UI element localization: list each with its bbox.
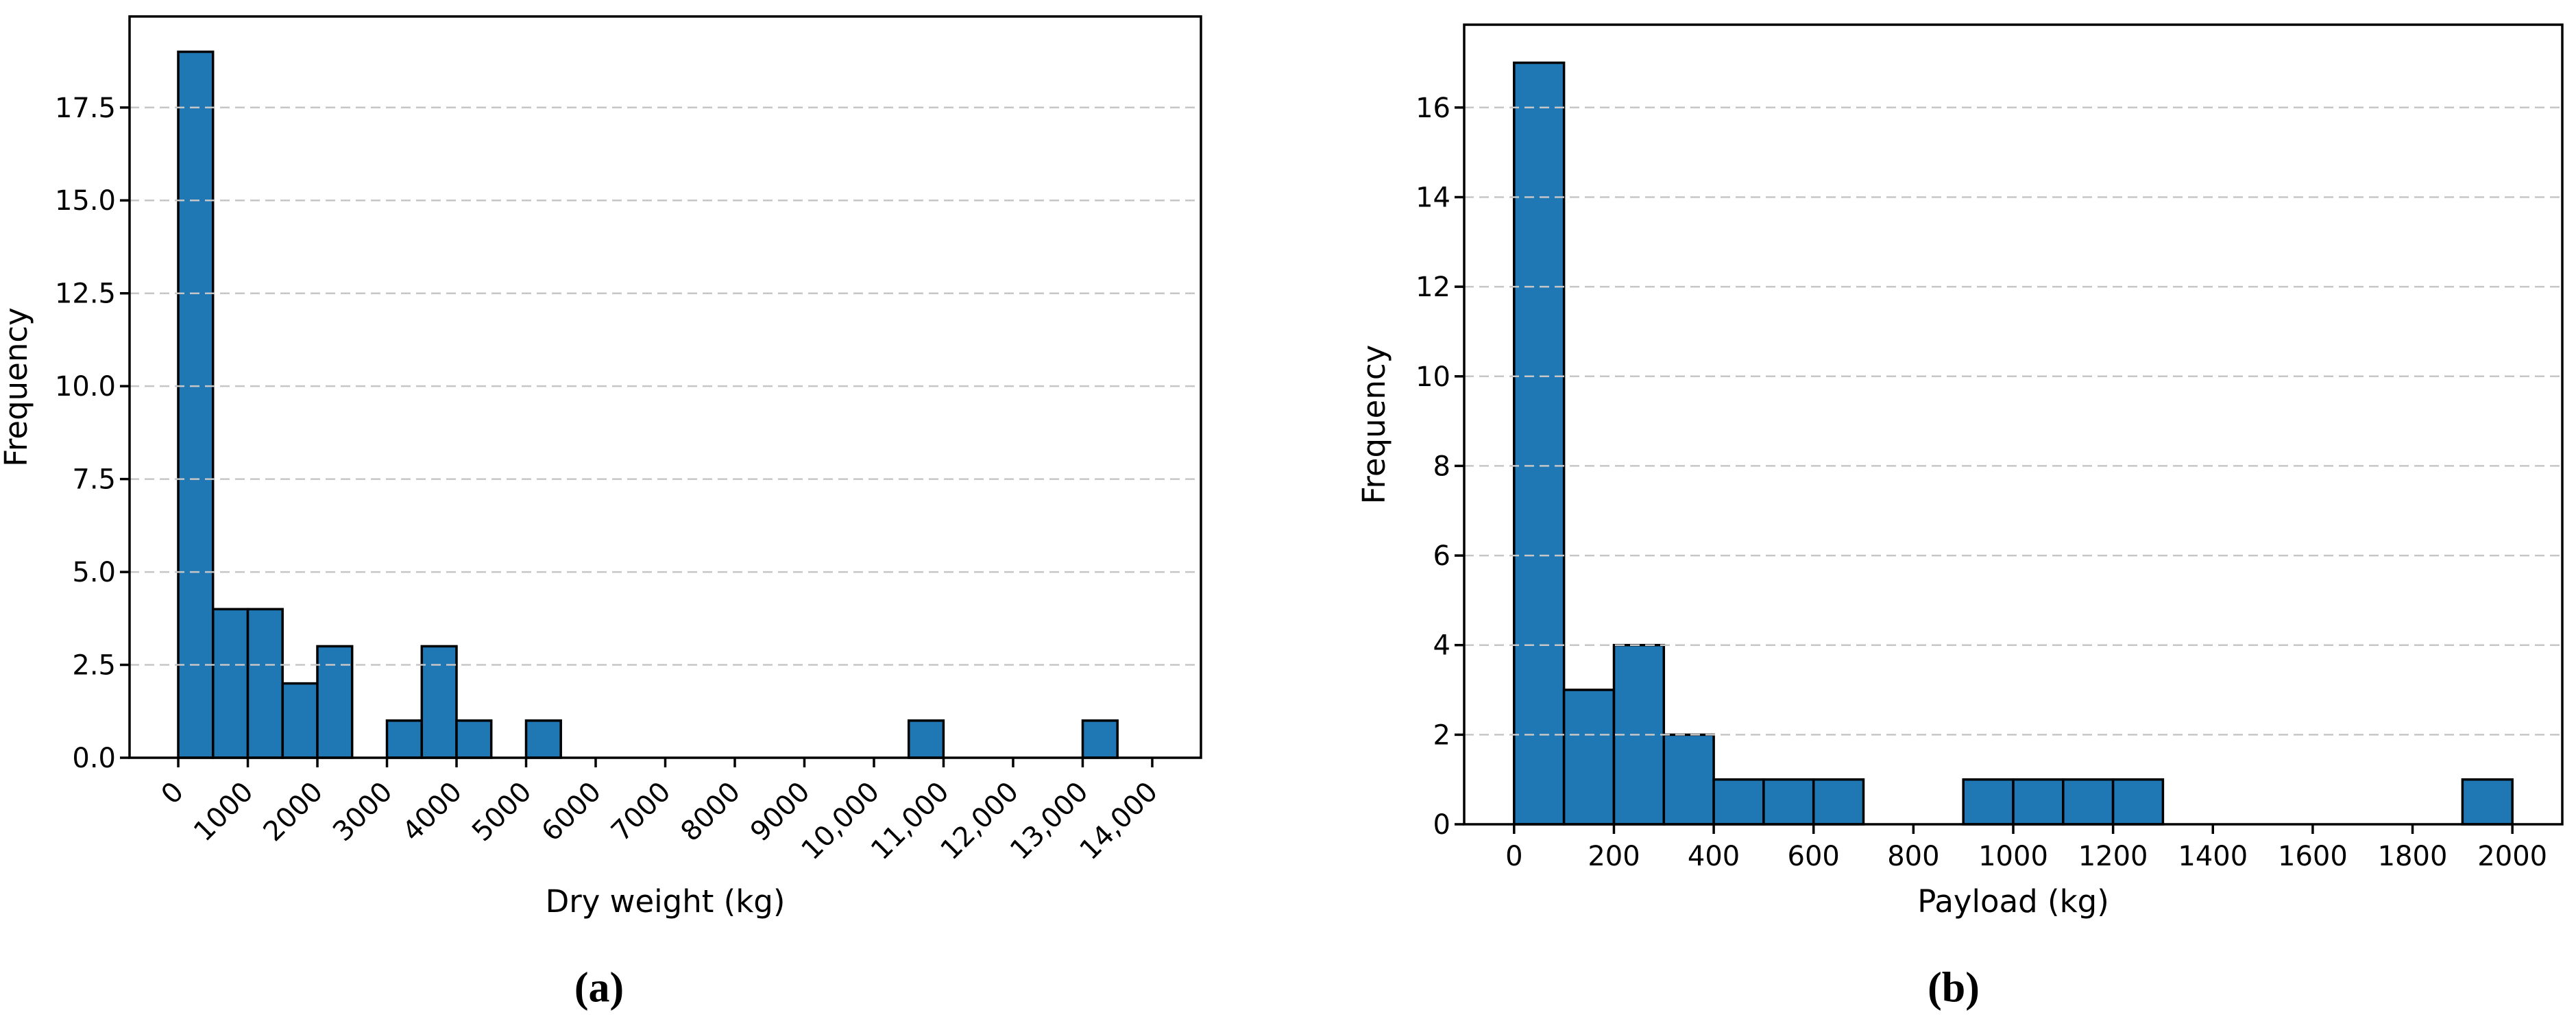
y-tick-label: 0.0 xyxy=(72,743,116,774)
y-axis-label: Frequency xyxy=(1356,345,1392,504)
histogram-bar xyxy=(1562,688,1616,826)
x-tick-label: 1400 xyxy=(2178,841,2248,872)
y-tick-label: 14 xyxy=(1415,182,1450,214)
y-tick-label: 0 xyxy=(1433,809,1450,841)
y-tick-label: 16 xyxy=(1415,93,1450,124)
histogram-bar xyxy=(1712,778,1765,826)
histogram-bar xyxy=(1812,778,1865,826)
x-tick-label: 1000 xyxy=(1978,841,2048,872)
x-tick-label: 800 xyxy=(1887,841,1939,872)
x-tick-label: 1600 xyxy=(2278,841,2348,872)
y-tick-label: 8 xyxy=(1433,451,1450,482)
histogram-bar xyxy=(2062,778,2115,826)
x-axis-label: Payload (kg) xyxy=(1917,883,2109,920)
histogram-bar xyxy=(1762,778,1815,826)
x-tick-label: 600 xyxy=(1788,841,1840,872)
panel-label-b: (b) xyxy=(1928,964,1980,1011)
y-tick-label: 12.5 xyxy=(55,278,116,310)
y-axis-label: Frequency xyxy=(0,307,34,466)
y-tick-label: 12 xyxy=(1415,272,1450,303)
histogram-bar xyxy=(1962,778,2015,826)
x-tick-label: 1200 xyxy=(2078,841,2148,872)
y-tick-label: 15.0 xyxy=(55,185,116,217)
histogram-bar xyxy=(907,719,945,759)
x-tick-label: 2000 xyxy=(2477,841,2547,872)
histogram-bar xyxy=(2461,778,2514,826)
y-tick-label: 2.5 xyxy=(72,650,116,682)
panel-label-a: (a) xyxy=(574,964,624,1011)
histogram-bar xyxy=(2012,778,2065,826)
x-tick-label: 1800 xyxy=(2378,841,2448,872)
histogram-bar xyxy=(2111,778,2165,826)
histogram-bar xyxy=(1662,733,1715,826)
y-tick-label: 5.0 xyxy=(72,557,116,588)
y-tick-label: 6 xyxy=(1433,540,1450,572)
x-tick-label: 200 xyxy=(1588,841,1640,872)
histogram-bar xyxy=(455,719,493,759)
histogram-bar xyxy=(1513,61,1566,826)
y-tick-label: 17.5 xyxy=(55,93,116,124)
y-tick-label: 7.5 xyxy=(72,464,116,496)
histogram-bar xyxy=(177,50,215,759)
x-axis-label: Dry weight (kg) xyxy=(546,883,786,920)
y-tick-label: 4 xyxy=(1433,630,1450,662)
y-tick-label: 2 xyxy=(1433,719,1450,751)
y-tick-label: 10.0 xyxy=(55,371,116,403)
x-tick-label: 0 xyxy=(1505,841,1522,872)
y-tick-label: 10 xyxy=(1415,361,1450,393)
x-tick-label: 400 xyxy=(1688,841,1740,872)
